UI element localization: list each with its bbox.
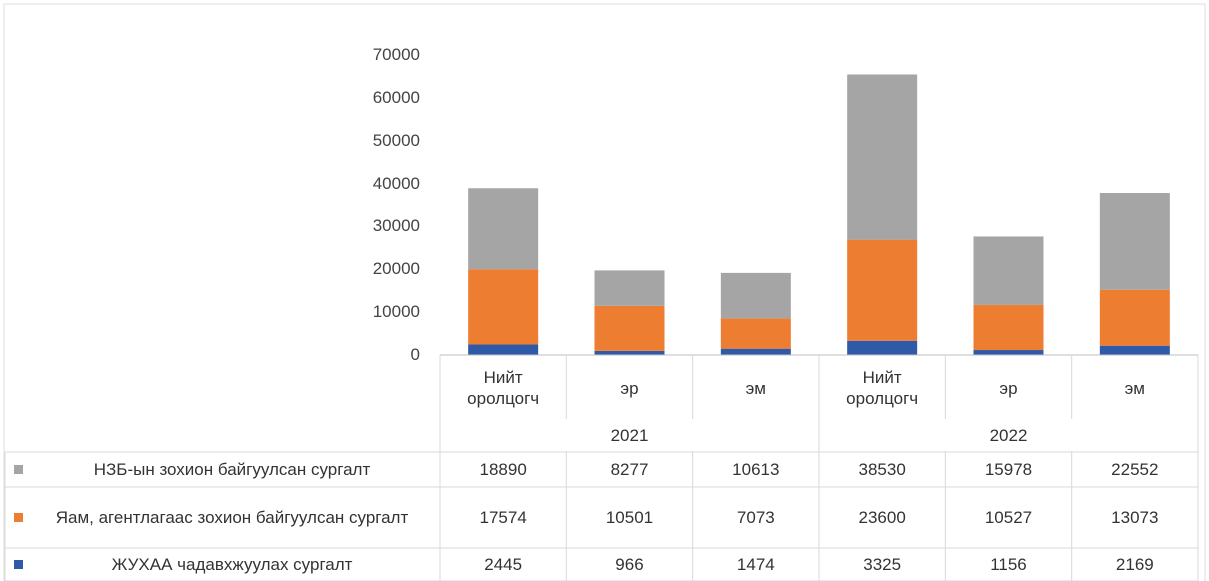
bar-segment [594,305,665,351]
legend-swatch [14,560,23,569]
table-value: 8277 [610,460,649,479]
table-value: 38530 [858,460,906,479]
table-value: 2445 [484,555,523,574]
table-value: 2169 [1115,555,1154,574]
legend-swatch [14,513,23,522]
table-value: 10501 [605,508,654,527]
legend-swatch [14,465,23,474]
y-tick-label: 60000 [372,87,420,107]
table-value: 23600 [858,508,906,527]
bar-segment [720,318,791,349]
bar-segment [720,348,791,355]
bar-segment [720,272,791,319]
table-value: 22552 [1111,460,1159,479]
table-value: 1156 [990,555,1027,574]
bar-segment [847,74,918,240]
legend-label: Яам, агентлагаас зохион байгуулсан сурга… [55,508,409,527]
bar-segment [1099,345,1170,355]
legend-entry: Яам, агентлагаас зохион байгуулсан сурга… [6,487,438,548]
bar-segment [1099,193,1170,290]
bar-segment [847,340,918,355]
table-value: 10613 [732,460,780,479]
bar-segment [594,350,665,355]
table-value: 1474 [736,555,775,574]
bar-segment [594,270,665,306]
legend-entry: НЗБ-ын зохион байгуулсан сургалт [6,452,438,487]
legend-entry: ЖУХАА чадавхжуулах сургалт [6,548,438,581]
bar-segment [468,269,539,345]
y-tick-label: 30000 [372,216,420,236]
table-value: 17574 [479,508,527,527]
x-tick-label: Нийт оролцогч [827,358,938,418]
x-tick-label: Нийт оролцогч [448,358,559,418]
y-tick-label: 40000 [372,173,420,193]
x-tick-label: эр [574,358,685,418]
group-label: 2021 [444,419,815,451]
table-value: 966 [615,555,644,574]
table-value: 18890 [479,460,527,479]
bar-segment [973,236,1044,305]
y-tick-label: 70000 [372,45,420,64]
group-label: 2022 [823,419,1194,451]
bar-segment [973,304,1044,351]
x-tick-label: эр [953,358,1064,418]
y-tick-label: 50000 [372,130,420,150]
bar-segment [973,350,1044,355]
table-value: 15978 [984,460,1033,479]
table-value: 13073 [1111,508,1159,527]
x-tick-label: эм [700,358,811,418]
table-value: 10527 [984,508,1033,527]
bar-segment [468,188,539,270]
legend-label: ЖУХАА чадавхжуулах сургалт [111,555,353,574]
y-tick-label: 0 [410,345,420,364]
x-tick-label: эм [1079,358,1190,418]
frame [3,3,1206,581]
legend-label: НЗБ-ын зохион байгуулсан сургалт [93,460,371,479]
bar-segment [1099,289,1170,346]
y-tick-label: 10000 [372,302,420,322]
bar-segment [468,344,539,355]
bar-segment [847,239,918,341]
table-value: 7073 [736,508,775,527]
table-value: 3325 [863,555,902,574]
y-tick-label: 20000 [372,259,420,279]
